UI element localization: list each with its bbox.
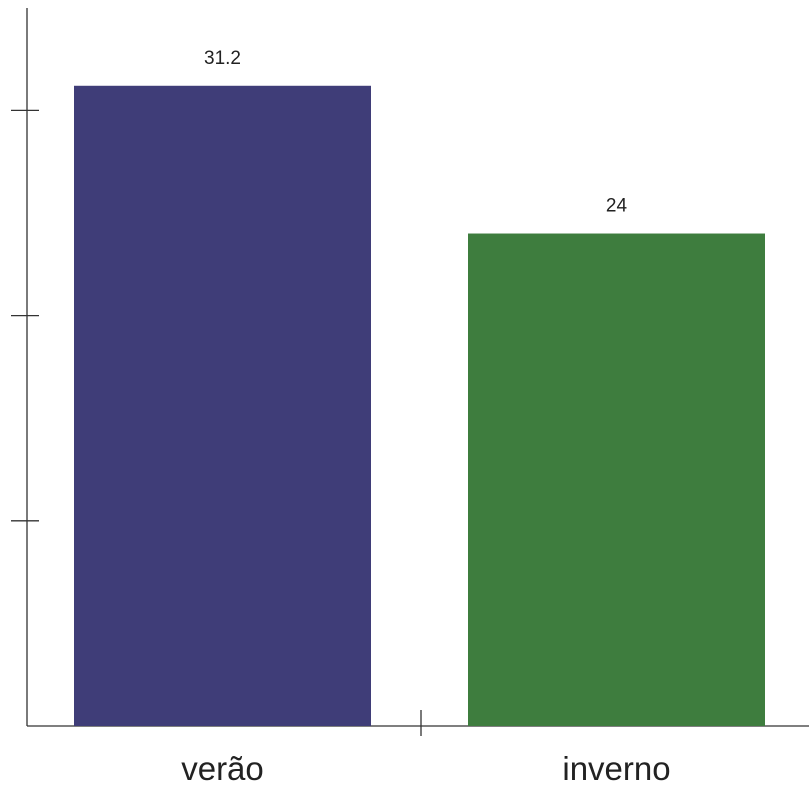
data-label-group: 31.2 24 xyxy=(204,48,627,217)
category-label-inverno: inverno xyxy=(562,750,670,787)
bar-group xyxy=(74,85,765,726)
data-label-inverno: 24 xyxy=(606,196,628,217)
data-label-verao: 31.2 xyxy=(204,48,241,69)
bar-inverno[interactable] xyxy=(468,233,765,726)
category-label-group: verão inverno xyxy=(181,750,670,787)
bar-verao[interactable] xyxy=(74,85,371,726)
y-axis-ticks xyxy=(11,109,39,522)
category-label-verao: verão xyxy=(181,750,264,787)
